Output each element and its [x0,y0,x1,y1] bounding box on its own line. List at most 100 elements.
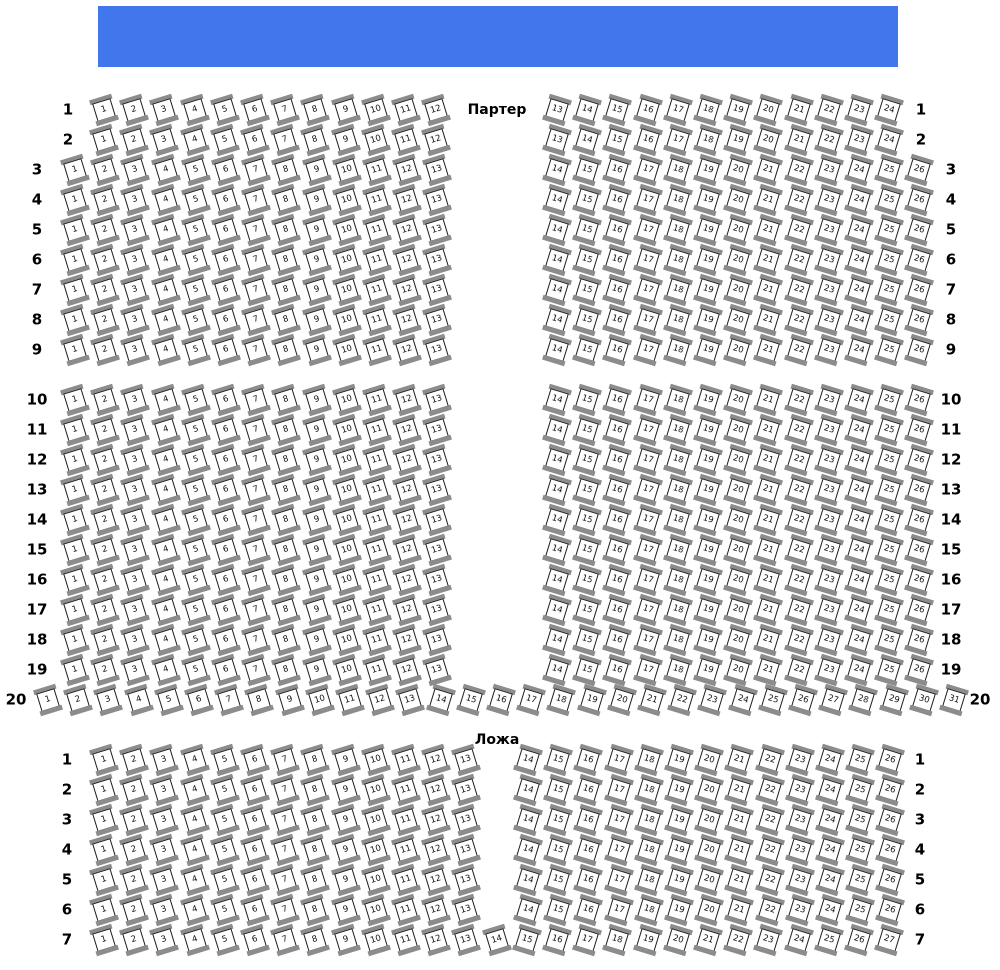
seat[interactable]: 14 [516,868,540,892]
seat[interactable]: 16 [605,478,630,502]
seat[interactable]: 7 [244,538,269,562]
seat[interactable]: 5 [183,158,208,182]
seat[interactable]: 28 [851,688,876,712]
seat[interactable]: 26 [907,338,932,362]
seat[interactable]: 9 [333,128,358,152]
seat[interactable]: 20 [726,188,751,212]
seat[interactable]: 15 [575,248,600,272]
seat[interactable]: 24 [847,568,871,592]
seat[interactable]: 15 [546,898,571,922]
seat[interactable]: 16 [545,928,569,952]
seat[interactable]: 22 [757,898,782,922]
seat[interactable]: 5 [183,448,208,472]
seat[interactable]: 10 [334,308,359,332]
seat[interactable]: 22 [786,418,811,442]
seat[interactable]: 14 [516,808,540,832]
seat[interactable]: 26 [907,568,932,592]
seat[interactable]: 11 [365,308,389,332]
seat[interactable]: 17 [635,248,660,272]
seat[interactable]: 7 [244,418,269,442]
seat[interactable]: 22 [786,568,811,592]
seat[interactable]: 5 [212,898,237,922]
seat[interactable]: 6 [243,98,267,122]
seat[interactable]: 20 [726,278,751,302]
seat[interactable]: 6 [243,928,267,952]
seat[interactable]: 4 [182,808,207,832]
seat[interactable]: 15 [575,568,600,592]
seat[interactable]: 1 [63,338,87,362]
seat[interactable]: 19 [667,778,691,802]
seat[interactable]: 13 [425,508,450,532]
seat[interactable]: 23 [816,338,841,362]
seat[interactable]: 25 [848,808,873,832]
seat[interactable]: 1 [63,188,87,212]
seat[interactable]: 4 [182,928,207,952]
seat[interactable]: 4 [182,868,207,892]
seat[interactable]: 15 [546,778,571,802]
seat[interactable]: 16 [605,418,630,442]
seat[interactable]: 10 [334,388,359,412]
seat[interactable]: 23 [787,808,812,832]
seat[interactable]: 4 [153,628,178,652]
seat[interactable]: 16 [576,898,601,922]
seat[interactable]: 4 [153,418,178,442]
seat[interactable]: 24 [847,338,871,362]
seat[interactable]: 13 [425,478,450,502]
seat[interactable]: 2 [93,388,118,412]
seat[interactable]: 6 [214,308,238,332]
seat[interactable]: 5 [183,248,208,272]
seat[interactable]: 12 [424,838,449,862]
seat[interactable]: 4 [182,898,207,922]
seat[interactable]: 21 [696,928,720,952]
seat[interactable]: 26 [907,218,932,242]
seat[interactable]: 19 [696,658,720,682]
seat[interactable]: 6 [243,838,267,862]
seat[interactable]: 9 [304,158,329,182]
seat[interactable]: 20 [756,128,781,152]
seat[interactable]: 9 [333,808,358,832]
seat[interactable]: 7 [244,218,269,242]
seat[interactable]: 11 [365,658,389,682]
seat[interactable]: 7 [273,778,298,802]
seat[interactable]: 12 [395,568,420,592]
seat[interactable]: 8 [303,748,328,772]
seat[interactable]: 24 [847,248,871,272]
seat[interactable]: 24 [847,628,871,652]
seat[interactable]: 20 [726,628,751,652]
seat[interactable]: 25 [877,538,902,562]
seat[interactable]: 3 [123,448,148,472]
seat[interactable]: 10 [334,418,359,442]
seat[interactable]: 1 [63,278,87,302]
seat[interactable]: 18 [696,128,720,152]
seat[interactable]: 12 [395,158,420,182]
seat[interactable]: 18 [665,448,690,472]
seat[interactable]: 8 [274,388,299,412]
seat[interactable]: 29 [881,688,906,712]
seat[interactable]: 8 [274,188,299,212]
seat[interactable]: 11 [365,478,389,502]
seat[interactable]: 10 [334,338,359,362]
seat[interactable]: 2 [93,418,118,442]
seat[interactable]: 24 [786,928,811,952]
seat[interactable]: 13 [425,388,450,412]
seat[interactable]: 31 [942,688,966,712]
seat[interactable]: 24 [847,598,871,622]
seat[interactable]: 22 [786,278,811,302]
seat[interactable]: 24 [847,158,871,182]
seat[interactable]: 11 [394,838,418,862]
seat[interactable]: 21 [756,478,781,502]
seat[interactable]: 10 [307,688,332,712]
seat[interactable]: 14 [516,898,540,922]
seat[interactable]: 19 [696,418,720,442]
seat[interactable]: 23 [816,188,841,212]
seat[interactable]: 9 [304,388,329,412]
seat[interactable]: 21 [727,778,752,802]
seat[interactable]: 9 [304,628,329,652]
seat[interactable]: 13 [425,338,450,362]
seat[interactable]: 23 [756,928,781,952]
seat[interactable]: 15 [514,928,539,952]
seat[interactable]: 2 [93,628,118,652]
seat[interactable]: 23 [816,658,841,682]
seat[interactable]: 3 [152,808,177,832]
seat[interactable]: 5 [183,278,208,302]
